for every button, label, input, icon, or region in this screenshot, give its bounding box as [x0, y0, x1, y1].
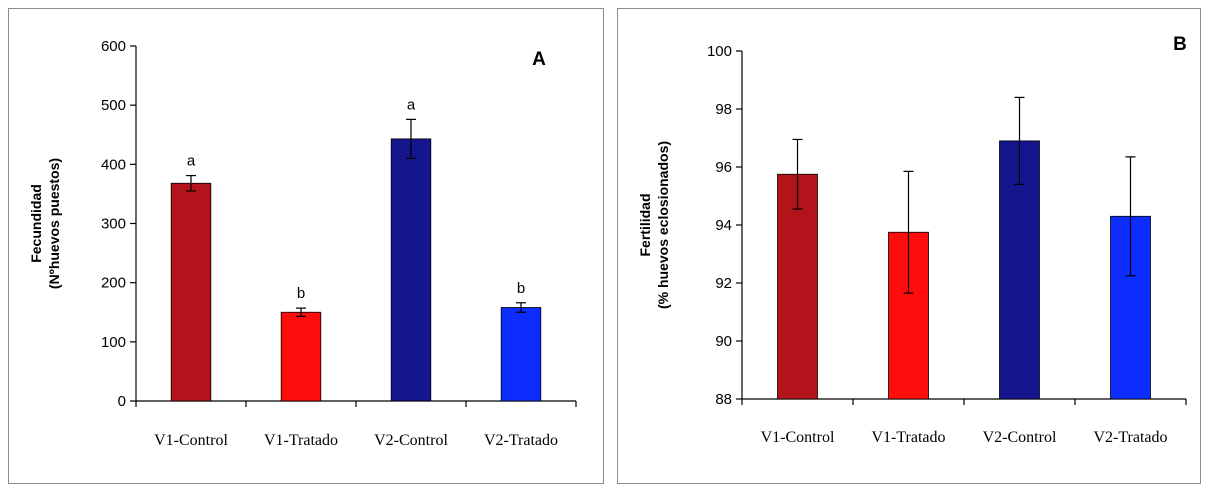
category-label: V2-Control: [374, 432, 448, 449]
panel-letter: A: [532, 49, 546, 70]
significance-label: b: [517, 280, 525, 297]
category-label: V2-Control: [983, 429, 1057, 446]
y-tick-label: 600: [101, 38, 126, 55]
y-axis-label-line1: Fecundidad: [28, 184, 44, 263]
chart-b: 88 90 92 94 96 98 100 V1-Control V1-Tratado V2-Co…: [637, 34, 1187, 446]
category-label: V1-Control: [154, 432, 228, 449]
category-label: V1-Tratado: [264, 432, 338, 449]
y-axis-label: Fertilidad (% huevos eclosionados): [637, 141, 671, 309]
bar-v2-tratado: [500, 307, 542, 402]
chart-panel-a: [8, 8, 604, 484]
significance-label: a: [187, 153, 196, 170]
y-tick-label: 400: [101, 156, 126, 173]
y-tick-label: 96: [715, 159, 732, 176]
bar-v1-control: [170, 182, 212, 402]
y-tick-label: 0: [118, 393, 126, 410]
bar-v1-tratado: [280, 311, 322, 402]
significance-label: a: [407, 96, 416, 113]
bar-v2-control: [390, 138, 432, 402]
y-tick-label: 300: [101, 216, 126, 233]
y-tick-label: 92: [715, 275, 732, 292]
panel-letter: B: [1173, 34, 1187, 55]
y-axis-label-line2: (Nºhuevos puestos): [46, 158, 62, 289]
y-tick-label: 94: [715, 217, 732, 234]
y-tick-label: 200: [101, 275, 126, 292]
category-label: V1-Control: [761, 429, 835, 446]
category-label: V2-Tratado: [484, 432, 558, 449]
y-axis-label-line2: (% huevos eclosionados): [655, 141, 671, 309]
category-label: V2-Tratado: [1093, 429, 1167, 446]
chart-a: 0 100 200 300 400 500 600 V1-Control a V1-Tratado…: [28, 38, 577, 449]
y-axis-label: Fecundidad (Nºhuevos puestos): [28, 158, 62, 289]
y-axis-label-line1: Fertilidad: [637, 193, 653, 256]
bar-v1-control: [777, 173, 818, 400]
y-tick-label: 500: [101, 97, 126, 114]
y-tick-label: 90: [715, 333, 732, 350]
y-tick-label: 88: [715, 391, 732, 408]
y-tick-label: 98: [715, 101, 732, 118]
y-tick-label: 100: [707, 43, 732, 60]
y-tick-label: 100: [101, 334, 126, 351]
category-label: V1-Tratado: [871, 429, 945, 446]
significance-label: b: [297, 285, 305, 302]
